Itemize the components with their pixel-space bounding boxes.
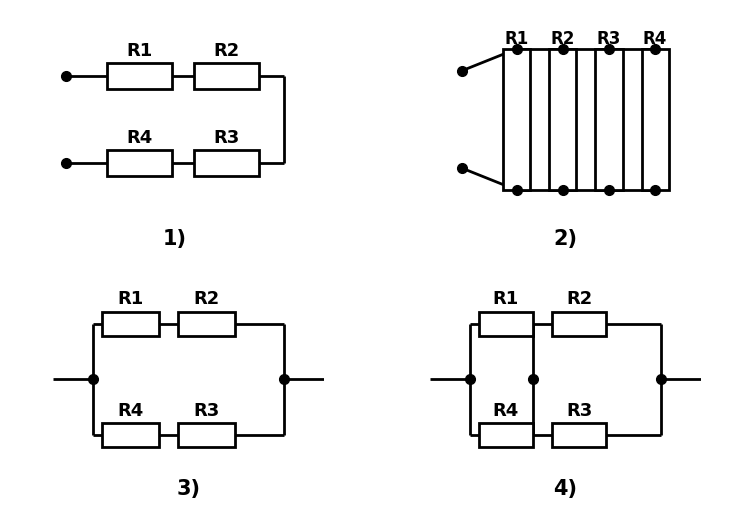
Text: R4: R4 xyxy=(492,401,519,420)
Text: R3: R3 xyxy=(566,401,592,420)
Text: R2: R2 xyxy=(213,42,240,60)
Text: R1: R1 xyxy=(117,290,143,309)
Bar xyxy=(194,63,259,89)
Text: R1: R1 xyxy=(504,30,529,48)
Text: R3: R3 xyxy=(213,129,240,147)
Text: R2: R2 xyxy=(193,290,219,309)
Text: 3): 3) xyxy=(176,479,201,500)
Bar xyxy=(107,63,172,89)
Bar xyxy=(596,49,623,190)
Text: 4): 4) xyxy=(553,479,578,500)
Text: R1: R1 xyxy=(492,290,519,309)
Text: R2: R2 xyxy=(550,30,575,48)
Bar xyxy=(479,312,533,336)
Text: R3: R3 xyxy=(193,401,219,420)
Bar xyxy=(642,49,669,190)
Bar xyxy=(107,150,172,176)
Bar xyxy=(102,423,158,447)
Bar xyxy=(503,49,530,190)
Bar xyxy=(194,150,259,176)
Bar xyxy=(549,49,576,190)
Text: R3: R3 xyxy=(596,30,621,48)
Text: 2): 2) xyxy=(553,229,578,249)
Bar xyxy=(178,423,234,447)
Bar xyxy=(552,423,606,447)
Text: 1): 1) xyxy=(163,229,187,249)
Text: R4: R4 xyxy=(117,401,143,420)
Bar xyxy=(552,312,606,336)
Bar xyxy=(479,423,533,447)
Text: R2: R2 xyxy=(566,290,592,309)
Text: R4: R4 xyxy=(127,129,153,147)
Text: R4: R4 xyxy=(643,30,667,48)
Text: R1: R1 xyxy=(127,42,153,60)
Bar xyxy=(178,312,234,336)
Bar xyxy=(102,312,158,336)
